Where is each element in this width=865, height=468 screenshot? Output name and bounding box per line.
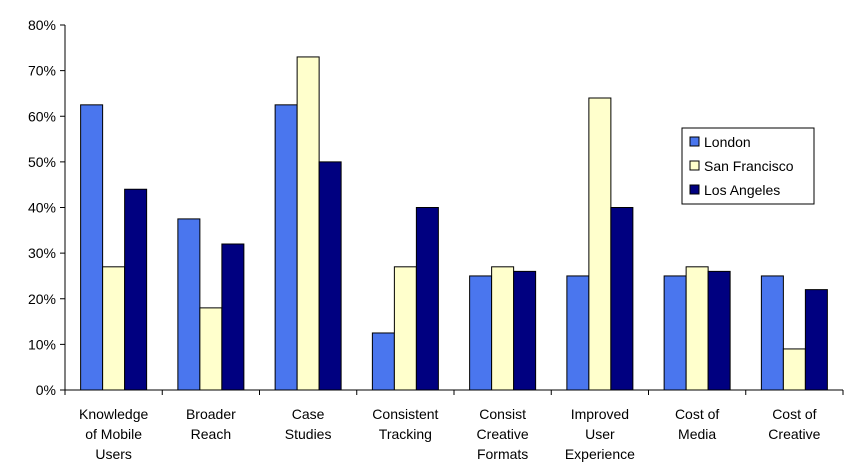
- bar-london: [177, 218, 201, 391]
- x-category-label-line: Case: [292, 406, 325, 422]
- y-tick-label: 70%: [28, 63, 56, 79]
- y-tick-label: 0%: [36, 382, 56, 398]
- x-category-label: Knowledge of Mobile Users: [79, 406, 148, 462]
- x-category-label: Cost of Creative: [768, 406, 820, 442]
- chart-legend: London San Francisco Los Angeles: [681, 127, 815, 205]
- legend-swatch: [689, 160, 700, 171]
- y-tick-label: 50%: [28, 154, 56, 170]
- x-category-label: Improved User Experience: [565, 406, 635, 462]
- x-category-label: Consistent Tracking: [372, 406, 438, 442]
- x-category-label-line: Users: [95, 446, 132, 462]
- x-category-label-line: Consist: [479, 406, 526, 422]
- bar-london: [371, 332, 395, 391]
- legend-box: [681, 127, 815, 205]
- x-category-label-line: Broader: [186, 406, 236, 422]
- legend-swatch: [689, 136, 700, 147]
- x-category-label-line: Improved: [571, 406, 629, 422]
- x-category-label-line: Creative: [477, 426, 529, 442]
- bar-los-angeles: [124, 188, 148, 391]
- bar-san-francisco: [199, 307, 223, 391]
- bar-los-angeles: [415, 207, 439, 391]
- y-tick-label: 40%: [28, 200, 56, 216]
- bar-san-francisco: [491, 266, 515, 391]
- legend-label: London: [704, 134, 751, 150]
- x-category-label-line: of Mobile: [85, 426, 142, 442]
- y-tick-label: 20%: [28, 291, 56, 307]
- x-category-label-line: Studies: [285, 426, 332, 442]
- x-category-label: Consist Creative Formats: [477, 406, 529, 462]
- x-category-label-line: Knowledge: [79, 406, 148, 422]
- x-category-label-line: Reach: [191, 426, 231, 442]
- x-category-label-line: Cost of: [675, 406, 719, 422]
- bar-london: [760, 275, 784, 391]
- bar-los-angeles: [707, 270, 731, 391]
- bar-los-angeles: [513, 270, 537, 391]
- bar-los-angeles: [610, 207, 634, 391]
- bar-san-francisco: [296, 56, 320, 391]
- x-category-label: Cost of Media: [675, 406, 719, 442]
- x-category-label-line: Tracking: [379, 426, 432, 442]
- bar-los-angeles: [318, 161, 342, 391]
- bar-san-francisco: [782, 348, 806, 391]
- bar-london: [274, 104, 298, 391]
- legend-label: San Francisco: [704, 158, 794, 174]
- bar-san-francisco: [685, 266, 709, 391]
- chart-bars: [80, 56, 828, 391]
- x-category-label-line: Experience: [565, 446, 635, 462]
- bar-london: [469, 275, 493, 391]
- chart-labels: Knowledge of Mobile Users Broader Reach Case S…: [79, 406, 821, 462]
- bar-san-francisco: [393, 266, 417, 391]
- y-tick-label: 10%: [28, 336, 56, 352]
- bar-san-francisco: [102, 266, 126, 391]
- bar-los-angeles: [804, 289, 828, 391]
- bar-london: [663, 275, 687, 391]
- x-category-label-line: Media: [678, 426, 716, 442]
- legend-swatch: [689, 184, 700, 195]
- y-tick-label: 60%: [28, 108, 56, 124]
- y-tick-label: 30%: [28, 245, 56, 261]
- bar-san-francisco: [588, 97, 612, 391]
- x-category-label-line: Consistent: [372, 406, 438, 422]
- bar-los-angeles: [221, 243, 245, 391]
- x-category-label: Broader Reach: [186, 406, 236, 442]
- legend-label: Los Angeles: [704, 182, 780, 198]
- bar-london: [566, 275, 590, 391]
- y-tick-label: 80%: [28, 17, 56, 33]
- x-category-label-line: Formats: [477, 446, 528, 462]
- x-category-label-line: Creative: [768, 426, 820, 442]
- x-category-label-line: User: [585, 426, 615, 442]
- x-category-label-line: Cost of: [772, 406, 816, 422]
- x-category-label: Case Studies: [285, 406, 332, 442]
- bar-london: [80, 104, 104, 391]
